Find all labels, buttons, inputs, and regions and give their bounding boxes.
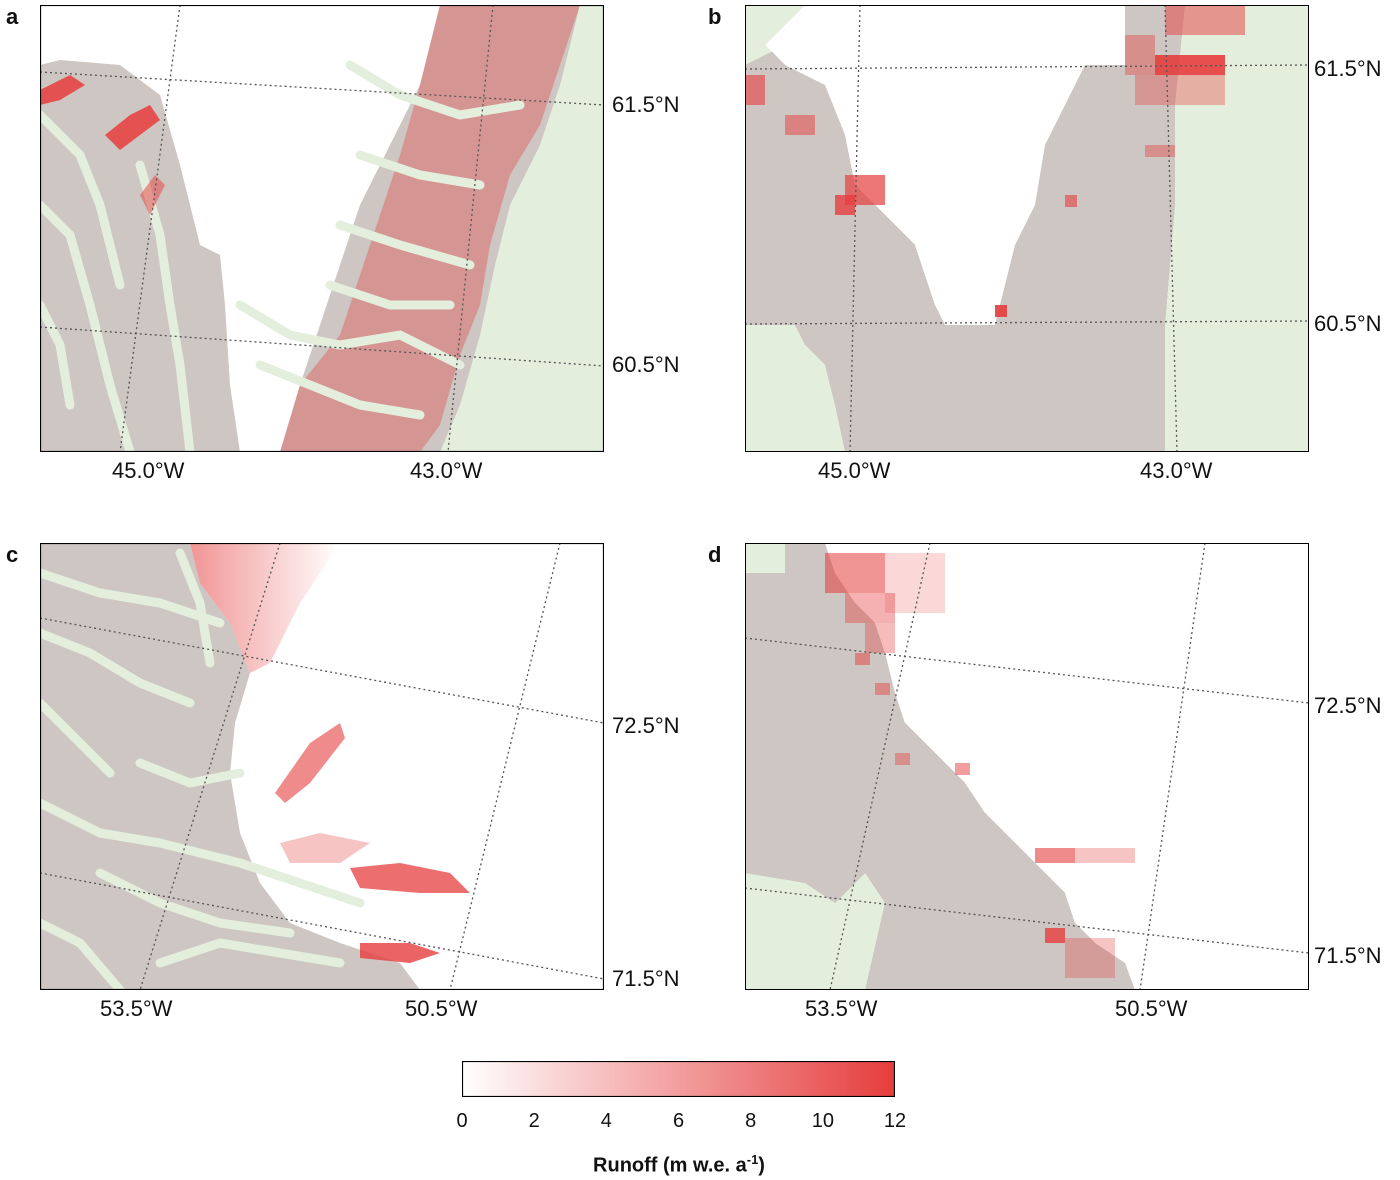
runoff-tongue-3 [360,943,440,963]
fjords [40,548,365,990]
panel-label-a: a [6,4,19,29]
map-frame [40,543,604,990]
colorbar-tick-label: 6 [672,1110,685,1132]
graticule [40,543,604,990]
lon-label: 45.0°W [112,458,185,483]
colorbar-tick-label: 2 [528,1110,540,1132]
lon-label: 43.0°W [410,458,483,483]
lat-label: 61.5°N [1314,56,1382,81]
lat-label: 60.5°N [612,352,680,377]
ocean-east [440,5,604,452]
runoff-tongue-2 [350,863,470,893]
runoff-margin [190,543,340,673]
runoff-cells [745,5,1245,317]
ocean [1165,5,1309,452]
lon-label: 53.5°W [805,996,878,1021]
lon-label: 45.0°W [818,458,891,483]
map-panel-d [745,543,1309,990]
lat-label: 61.5°N [612,92,680,117]
lon-label: 50.5°W [405,996,478,1021]
colorbar-gradient [462,1061,895,1097]
runoff-west-3 [140,175,165,215]
graticule [745,5,1309,452]
colorbar-tick-label: 8 [745,1110,757,1132]
runoff-tongue-1 [275,723,345,803]
colorbar-tick-label: 0 [456,1110,468,1132]
lon-label: 50.5°W [1115,996,1188,1021]
lon-label: 53.5°W [100,996,173,1021]
graticule [745,543,1309,990]
ice-sheet [40,5,440,452]
runoff-west-1 [40,75,85,105]
ice-sheet [765,5,1125,325]
colorbar-tick-label: 4 [600,1110,612,1132]
runoff-west-2 [105,105,160,150]
map-panel-b [745,5,1309,452]
panel-label-d: d [708,542,722,567]
lat-label: 72.5°N [612,713,680,738]
runoff-tongue-4 [280,833,370,863]
ocean-nw [745,543,785,573]
lon-label: 43.0°W [1140,458,1213,483]
lat-label: 72.5°N [1314,693,1382,718]
lat-label: 60.5°N [1314,311,1382,336]
colorbar-title: Runoff (m w.e. a-1) [593,1152,765,1177]
lat-label: 71.5°N [612,966,680,991]
map-frame [40,5,604,452]
lat-label: 71.5°N [1314,943,1382,968]
runoff-cells [825,553,1135,978]
map-panel-a [40,5,604,452]
map-panel-c [40,543,604,990]
fjords [40,60,525,452]
map-frame [745,5,1309,452]
ice-sheet [825,543,1309,990]
colorbar-tick-label: 10 [811,1110,834,1132]
colorbar [462,1061,895,1097]
ocean-sw [745,325,845,452]
panel-label-b: b [708,4,722,29]
map-frame [745,543,1309,990]
graticule [40,5,604,452]
colorbar-tick-label: 12 [883,1110,907,1132]
panel-label-c: c [6,542,19,567]
ocean-west [745,873,885,990]
